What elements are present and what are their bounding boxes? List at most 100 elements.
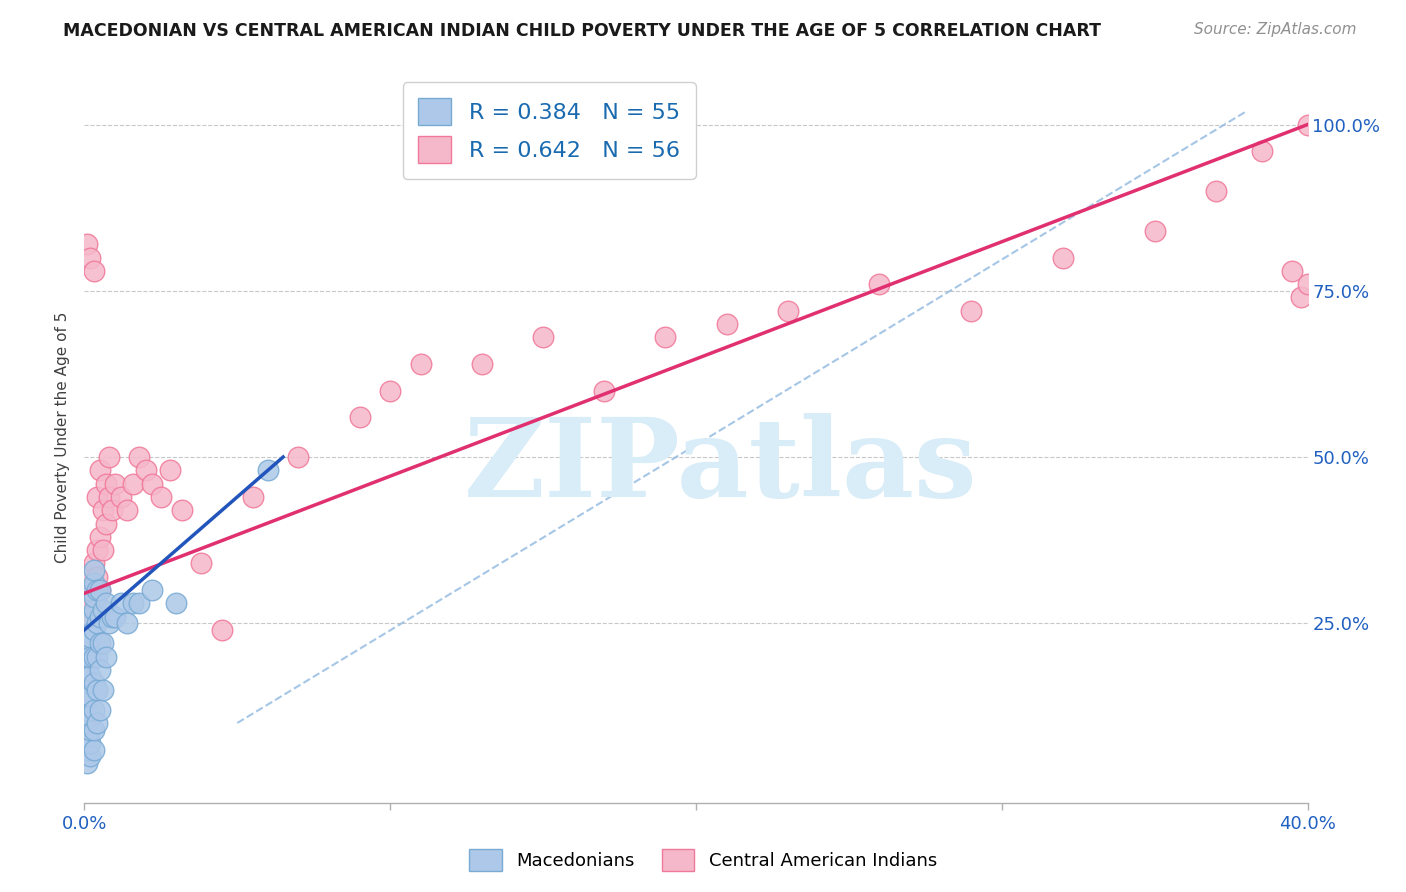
Point (94, 516, 117, 531)
Point (593, 384, 616, 398)
Point (1052, 251, 1074, 265)
Point (97, 450, 120, 464)
Point (79, 596, 101, 610)
Point (79, 669, 101, 683)
Point (94, 649, 117, 664)
Point (79, 251, 101, 265)
Point (83, 742, 105, 756)
Point (104, 609, 127, 624)
Point (79, 609, 101, 624)
Point (86, 616, 108, 631)
Point (89, 703, 111, 717)
Point (89, 582, 111, 597)
Point (159, 463, 181, 477)
Point (86, 682, 108, 697)
Point (86, 649, 108, 664)
Point (83, 576, 105, 591)
Point (79, 649, 101, 664)
Point (89, 609, 111, 624)
Point (86, 570, 108, 584)
Point (94, 476, 117, 491)
Point (115, 503, 138, 517)
Point (1143, 224, 1166, 238)
Point (76, 756, 98, 770)
Point (531, 330, 554, 344)
Point (190, 557, 212, 571)
Point (79, 690, 101, 704)
Point (76, 716, 98, 731)
Point (76, 742, 98, 756)
Point (409, 357, 432, 371)
Point (287, 450, 309, 464)
Point (141, 476, 163, 491)
Point (89, 530, 111, 544)
Point (89, 463, 111, 477)
Point (91, 503, 114, 517)
Point (83, 563, 105, 577)
Point (83, 590, 105, 604)
Point (97, 490, 120, 504)
Point (83, 676, 105, 690)
Point (89, 582, 111, 597)
Point (86, 543, 108, 558)
Point (654, 330, 676, 344)
Point (128, 596, 150, 610)
Point (86, 490, 108, 504)
Point (97, 616, 120, 631)
Point (76, 703, 98, 717)
Point (380, 384, 402, 398)
Text: Source: ZipAtlas.com: Source: ZipAtlas.com (1194, 22, 1357, 37)
Point (76, 596, 98, 610)
Point (91, 636, 114, 650)
Point (115, 616, 138, 631)
Point (776, 303, 799, 318)
Point (76, 729, 98, 743)
Point (83, 703, 105, 717)
Point (141, 582, 163, 597)
Point (79, 749, 101, 764)
Point (76, 609, 98, 624)
Point (1205, 184, 1227, 198)
Point (91, 543, 114, 558)
Y-axis label: Child Poverty Under the Age of 5: Child Poverty Under the Age of 5 (55, 311, 70, 563)
Point (83, 557, 105, 571)
Point (83, 264, 105, 278)
Point (101, 503, 124, 517)
Point (76, 663, 98, 677)
Point (257, 463, 280, 477)
Point (110, 490, 132, 504)
Point (104, 476, 127, 491)
Legend: R = 0.384   N = 55, R = 0.642   N = 56: R = 0.384 N = 55, R = 0.642 N = 56 (402, 82, 696, 179)
Point (83, 623, 105, 637)
Point (211, 623, 233, 637)
Point (960, 303, 983, 318)
Point (869, 277, 891, 292)
Point (79, 570, 101, 584)
Point (83, 649, 105, 664)
Point (1296, 118, 1319, 132)
Point (76, 237, 98, 252)
Point (149, 490, 172, 504)
Point (1281, 264, 1303, 278)
Text: MACEDONIAN VS CENTRAL AMERICAN INDIAN CHILD POVERTY UNDER THE AGE OF 5 CORRELATI: MACEDONIAN VS CENTRAL AMERICAN INDIAN CH… (63, 22, 1101, 40)
Point (1250, 144, 1272, 158)
Point (172, 503, 194, 517)
Point (76, 690, 98, 704)
Point (91, 603, 114, 617)
Point (76, 676, 98, 690)
Point (86, 716, 108, 731)
Point (83, 603, 105, 617)
Point (76, 582, 98, 597)
Point (165, 596, 187, 610)
Point (89, 636, 111, 650)
Point (76, 649, 98, 664)
Point (349, 410, 371, 425)
Point (79, 723, 101, 737)
Point (83, 723, 105, 737)
Point (101, 609, 124, 624)
Text: ZIPatlas: ZIPatlas (464, 413, 977, 520)
Point (128, 450, 150, 464)
Point (471, 357, 494, 371)
Point (110, 596, 132, 610)
Point (122, 476, 145, 491)
